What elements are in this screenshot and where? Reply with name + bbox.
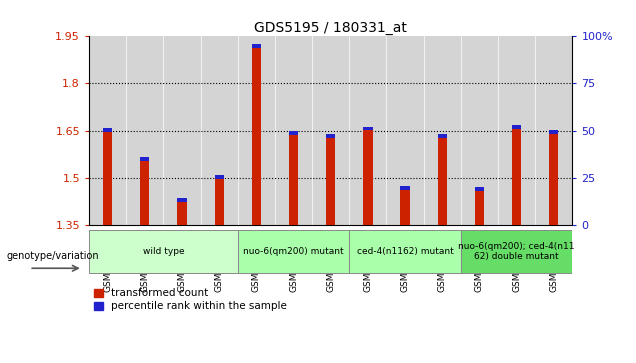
Bar [200,36,238,225]
Bar [349,230,461,273]
Bar [401,186,410,225]
Bar [498,36,536,225]
Bar [387,36,424,225]
Text: wild type: wild type [142,247,184,256]
Bar [103,128,113,225]
Bar [461,36,498,225]
Bar [238,36,275,225]
Bar [177,198,186,225]
Bar [312,36,349,225]
Text: nuo-6(qm200); ced-4(n11
62) double mutant: nuo-6(qm200); ced-4(n11 62) double mutan… [459,242,575,261]
Bar [163,36,200,225]
Bar [363,127,373,225]
Bar [214,175,224,179]
Bar [363,127,373,130]
Bar [289,131,298,135]
Bar [140,158,149,225]
Bar [438,134,447,138]
Bar [103,128,113,132]
Bar [475,187,484,191]
Bar [326,134,335,225]
Bar [89,230,238,273]
Bar [438,134,447,225]
Bar [140,158,149,161]
Bar [424,36,461,225]
Bar [475,187,484,225]
Bar [549,130,558,225]
Bar [89,36,126,225]
Bar [238,230,349,273]
Bar [512,125,522,129]
Bar [252,44,261,225]
Bar [289,131,298,225]
Legend: transformed count, percentile rank within the sample: transformed count, percentile rank withi… [94,288,287,311]
Bar [512,125,522,225]
Bar [177,198,186,202]
Text: nuo-6(qm200) mutant: nuo-6(qm200) mutant [243,247,344,256]
Bar [461,230,572,273]
Bar [401,186,410,189]
Bar [549,130,558,134]
Text: ced-4(n1162) mutant: ced-4(n1162) mutant [357,247,453,256]
Bar [126,36,163,225]
Title: GDS5195 / 180331_at: GDS5195 / 180331_at [254,21,407,35]
Text: genotype/variation: genotype/variation [6,251,99,261]
Bar [326,134,335,138]
Bar [214,175,224,225]
Bar [349,36,387,225]
Bar [252,44,261,48]
Bar [536,36,572,225]
Bar [275,36,312,225]
